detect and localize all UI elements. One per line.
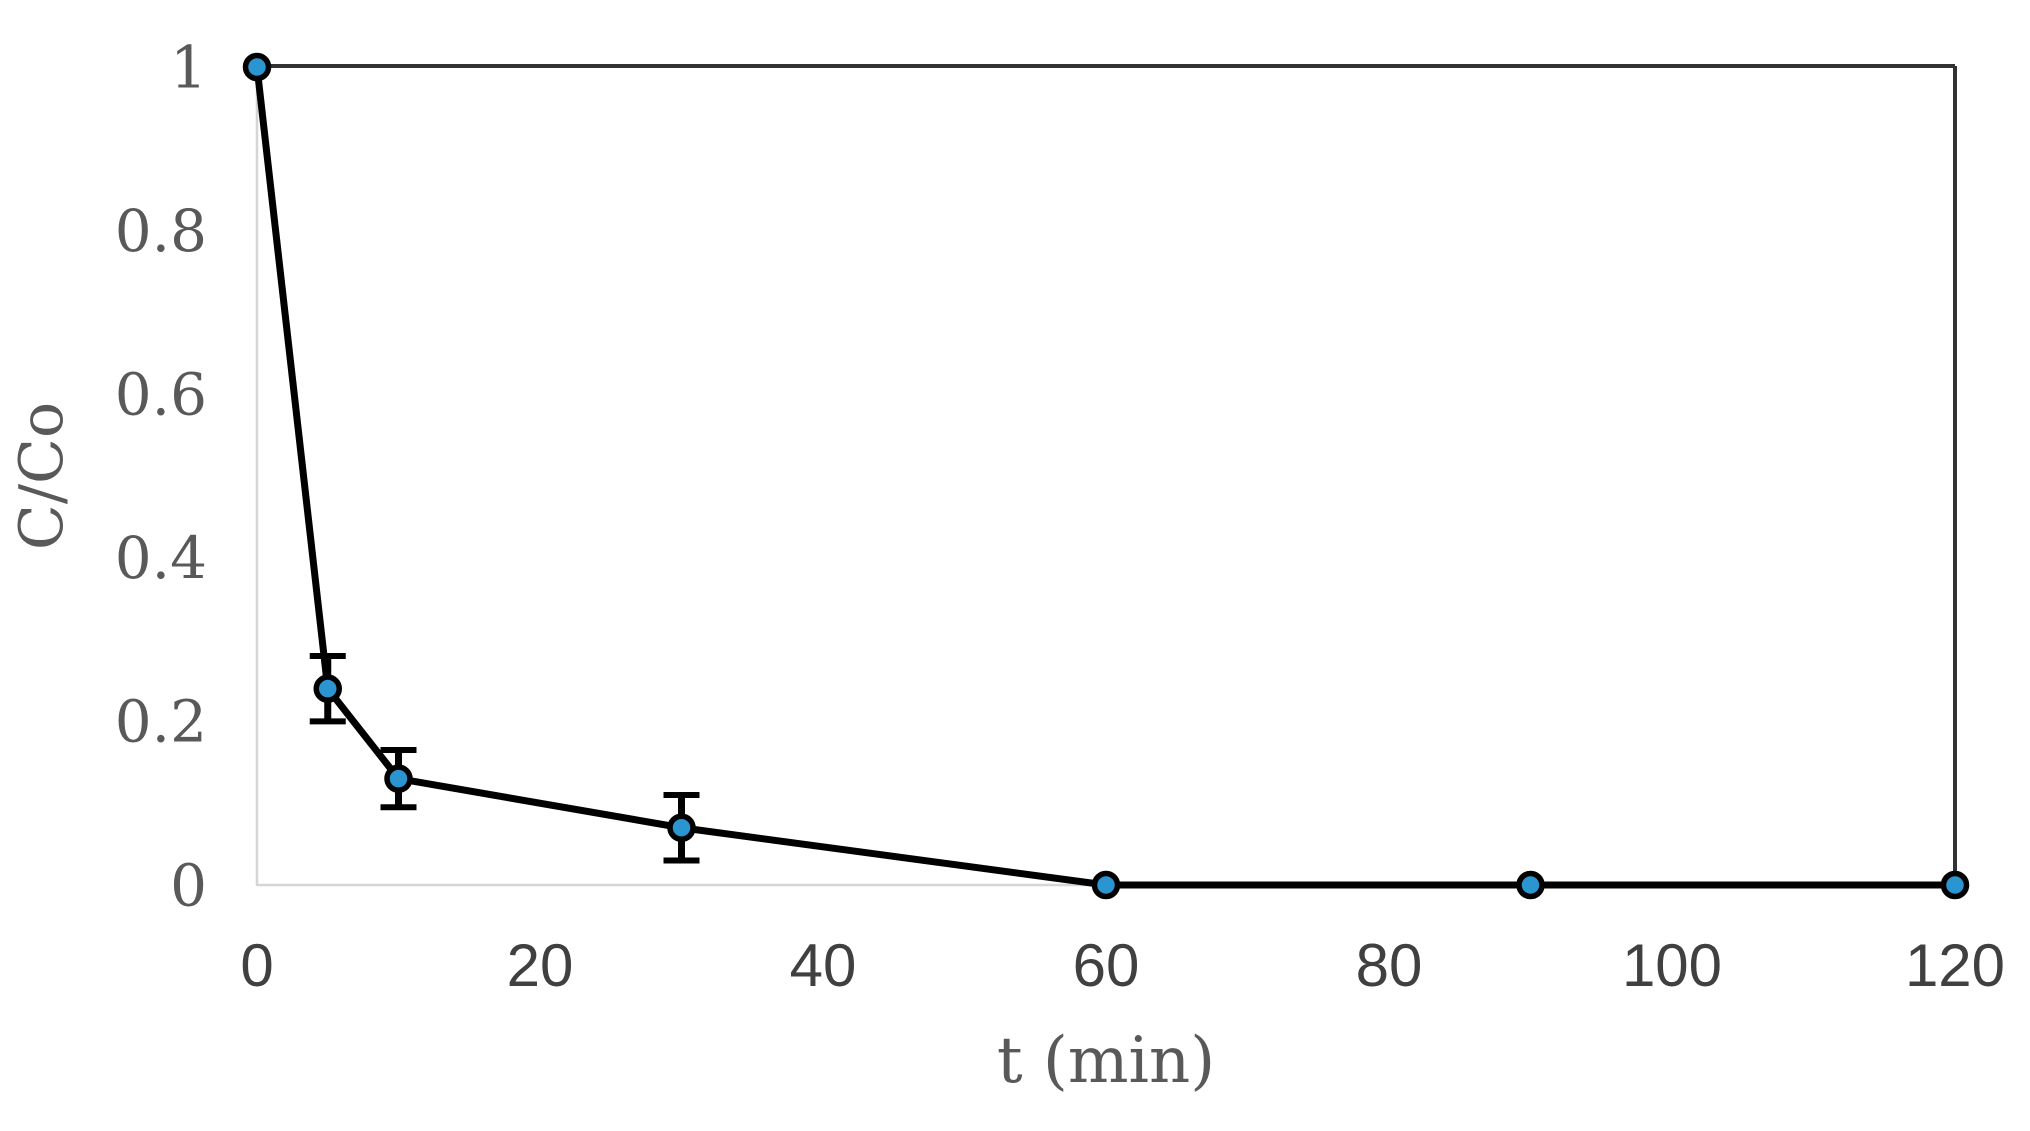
x-tick-label: 80 xyxy=(1356,932,1423,999)
data-point-marker xyxy=(1091,870,1121,900)
x-tick-label: 100 xyxy=(1622,932,1722,999)
data-point-marker xyxy=(242,52,272,82)
series-line xyxy=(253,63,1959,889)
x-axis-title: t (min) xyxy=(997,1024,1215,1098)
data-point-marker xyxy=(1940,870,1970,900)
data-point-marker xyxy=(313,674,342,703)
y-tick-label: 1 xyxy=(170,33,207,101)
x-tick-label: 20 xyxy=(507,932,574,999)
data-point-marker xyxy=(384,764,413,793)
y-tick-label: 0 xyxy=(170,851,207,919)
x-tick-label: 120 xyxy=(1905,932,2005,999)
x-tick-label: 40 xyxy=(790,932,857,999)
data-point-marker xyxy=(1516,870,1545,900)
data-point-markers xyxy=(242,52,1970,900)
x-tick-label: 60 xyxy=(1073,932,1140,999)
error-bars xyxy=(309,652,700,864)
x-axis-tick-labels: 0 20 40 60 80 100 120 xyxy=(240,932,2005,999)
y-tick-label: 0.8 xyxy=(115,197,207,265)
y-axis-tick-labels: 1 0.8 0.6 0.4 0.2 0 xyxy=(115,33,207,919)
y-tick-label: 0.6 xyxy=(115,361,207,429)
data-point-marker xyxy=(667,813,696,842)
axes xyxy=(255,64,1957,887)
y-tick-label: 0.4 xyxy=(115,524,207,592)
x-tick-label: 0 xyxy=(240,932,273,999)
y-tick-label: 0.2 xyxy=(115,688,207,756)
y-axis-title: C/Co xyxy=(7,402,77,550)
